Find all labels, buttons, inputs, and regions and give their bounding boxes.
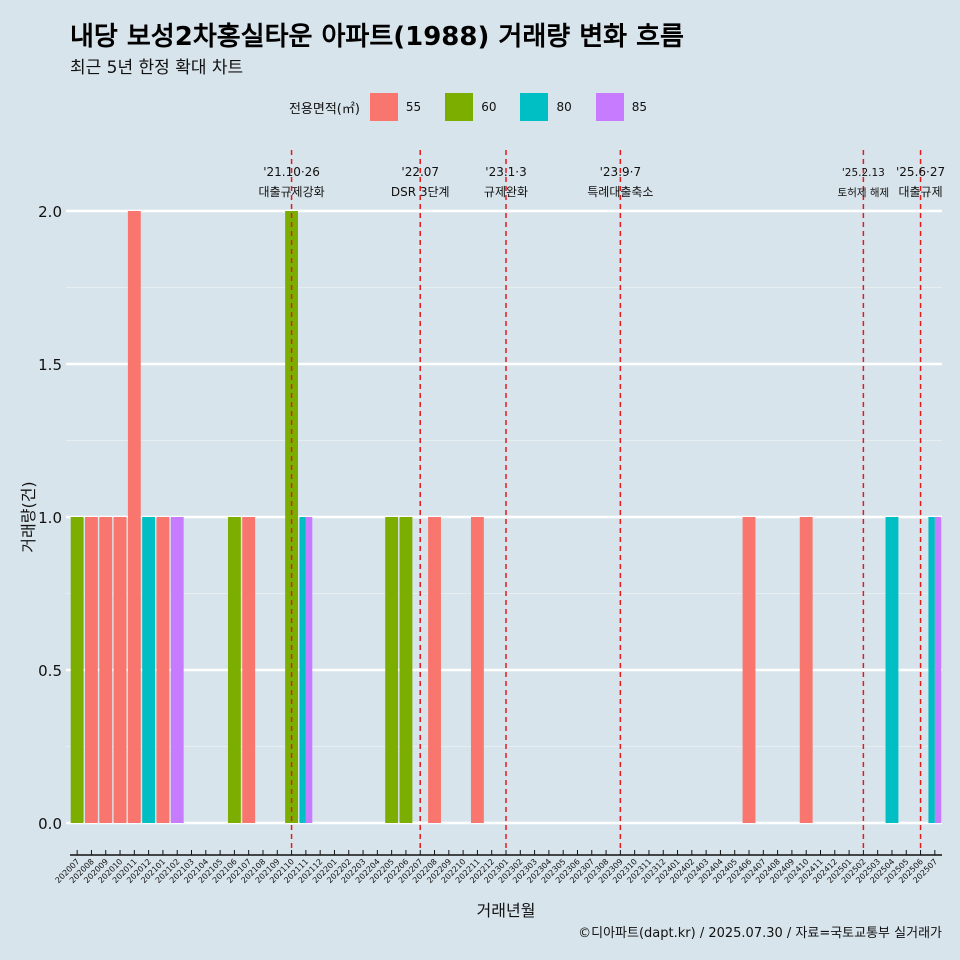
bar-202102-85: [170, 517, 184, 823]
bar-202211-55: [470, 517, 484, 823]
gridlines: [66, 209, 942, 825]
source-caption: ©디아파트(dapt.kr) / 2025.07.30 / 자료=국토교통부 실…: [578, 926, 942, 941]
bar-202111-85: [305, 517, 313, 823]
bar-202507-80: [928, 517, 935, 823]
event-desc-label: 대출규제: [898, 185, 942, 199]
bar-202010-55: [113, 517, 127, 823]
legend-label-60: 60: [481, 100, 497, 114]
event-desc-label: 특례대출축소: [587, 185, 653, 199]
event-date-label: '22.07: [401, 165, 439, 179]
y-axis: 0.0 0.5 1.0 1.5 2.0: [38, 203, 62, 833]
event-date-label: '25.6·27: [896, 165, 945, 179]
x-axis: 2020072020082020092020102020112020122021…: [54, 850, 942, 885]
bar-202205-60: [385, 517, 399, 823]
legend: 전용면적(㎡) 55 60 80 85: [0, 92, 960, 122]
bar-202507-85: [934, 517, 942, 823]
bar-202011-55: [127, 211, 141, 823]
bar-202012-80: [142, 517, 156, 823]
bar-202008-55: [85, 517, 98, 823]
event-date-label: '25.2.13: [842, 167, 885, 179]
event-date-label: '21.10·26: [263, 165, 320, 179]
bar-202504-80: [885, 517, 899, 823]
event-desc-label: 토허제 해제: [838, 186, 890, 199]
bar-202110-60: [285, 211, 299, 823]
event-desc-label: 규제완화: [484, 185, 528, 199]
legend-key-60: [445, 93, 474, 121]
chart-subtitle: 최근 5년 한정 확대 차트: [70, 58, 244, 78]
bars: [70, 211, 942, 823]
bar-202208-55: [428, 517, 441, 823]
bar-202107-55: [242, 517, 256, 823]
legend-key-80: [520, 93, 549, 121]
legend-key-55: [369, 93, 398, 121]
legend-label-80: 80: [556, 100, 572, 114]
bar-202410-55: [799, 517, 813, 823]
legend-label-55: 55: [405, 100, 422, 114]
bar-202106-60: [227, 517, 241, 823]
y-axis-label: 거래량(건): [19, 481, 38, 552]
event-date-label: '23.1·3: [485, 165, 526, 179]
y-tick-label: 0.0: [38, 815, 62, 833]
y-tick-label: 2.0: [38, 203, 62, 221]
legend-title: 전용면적(㎡): [288, 101, 360, 117]
legend-label-85: 85: [631, 100, 648, 114]
event-desc-label: DSR 3단계: [391, 185, 450, 199]
x-axis-label: 거래년월: [477, 901, 536, 920]
y-tick-label: 1.5: [38, 356, 62, 374]
legend-key-85: [595, 93, 624, 121]
chart-title: 내당 보성2차홍실타운 아파트(1988) 거래량 변화 흐름: [70, 22, 684, 52]
bar-202009-55: [99, 517, 113, 823]
event-desc-label: 대출규제강화: [258, 185, 324, 199]
y-tick-label: 0.5: [38, 662, 62, 680]
event-date-label: '23.9·7: [600, 165, 641, 179]
bar-202206-60: [399, 517, 413, 823]
bar-202406-55: [742, 517, 756, 823]
event-lines: '21.10·26 대출규제강화 '22.07 DSR 3단계 '23.1·3 규제완화 '…: [258, 150, 945, 852]
bar-202101-55: [156, 517, 170, 823]
bar-202111-80: [299, 517, 306, 823]
y-tick-label: 1.0: [38, 509, 62, 527]
bar-202007-60: [70, 517, 84, 823]
